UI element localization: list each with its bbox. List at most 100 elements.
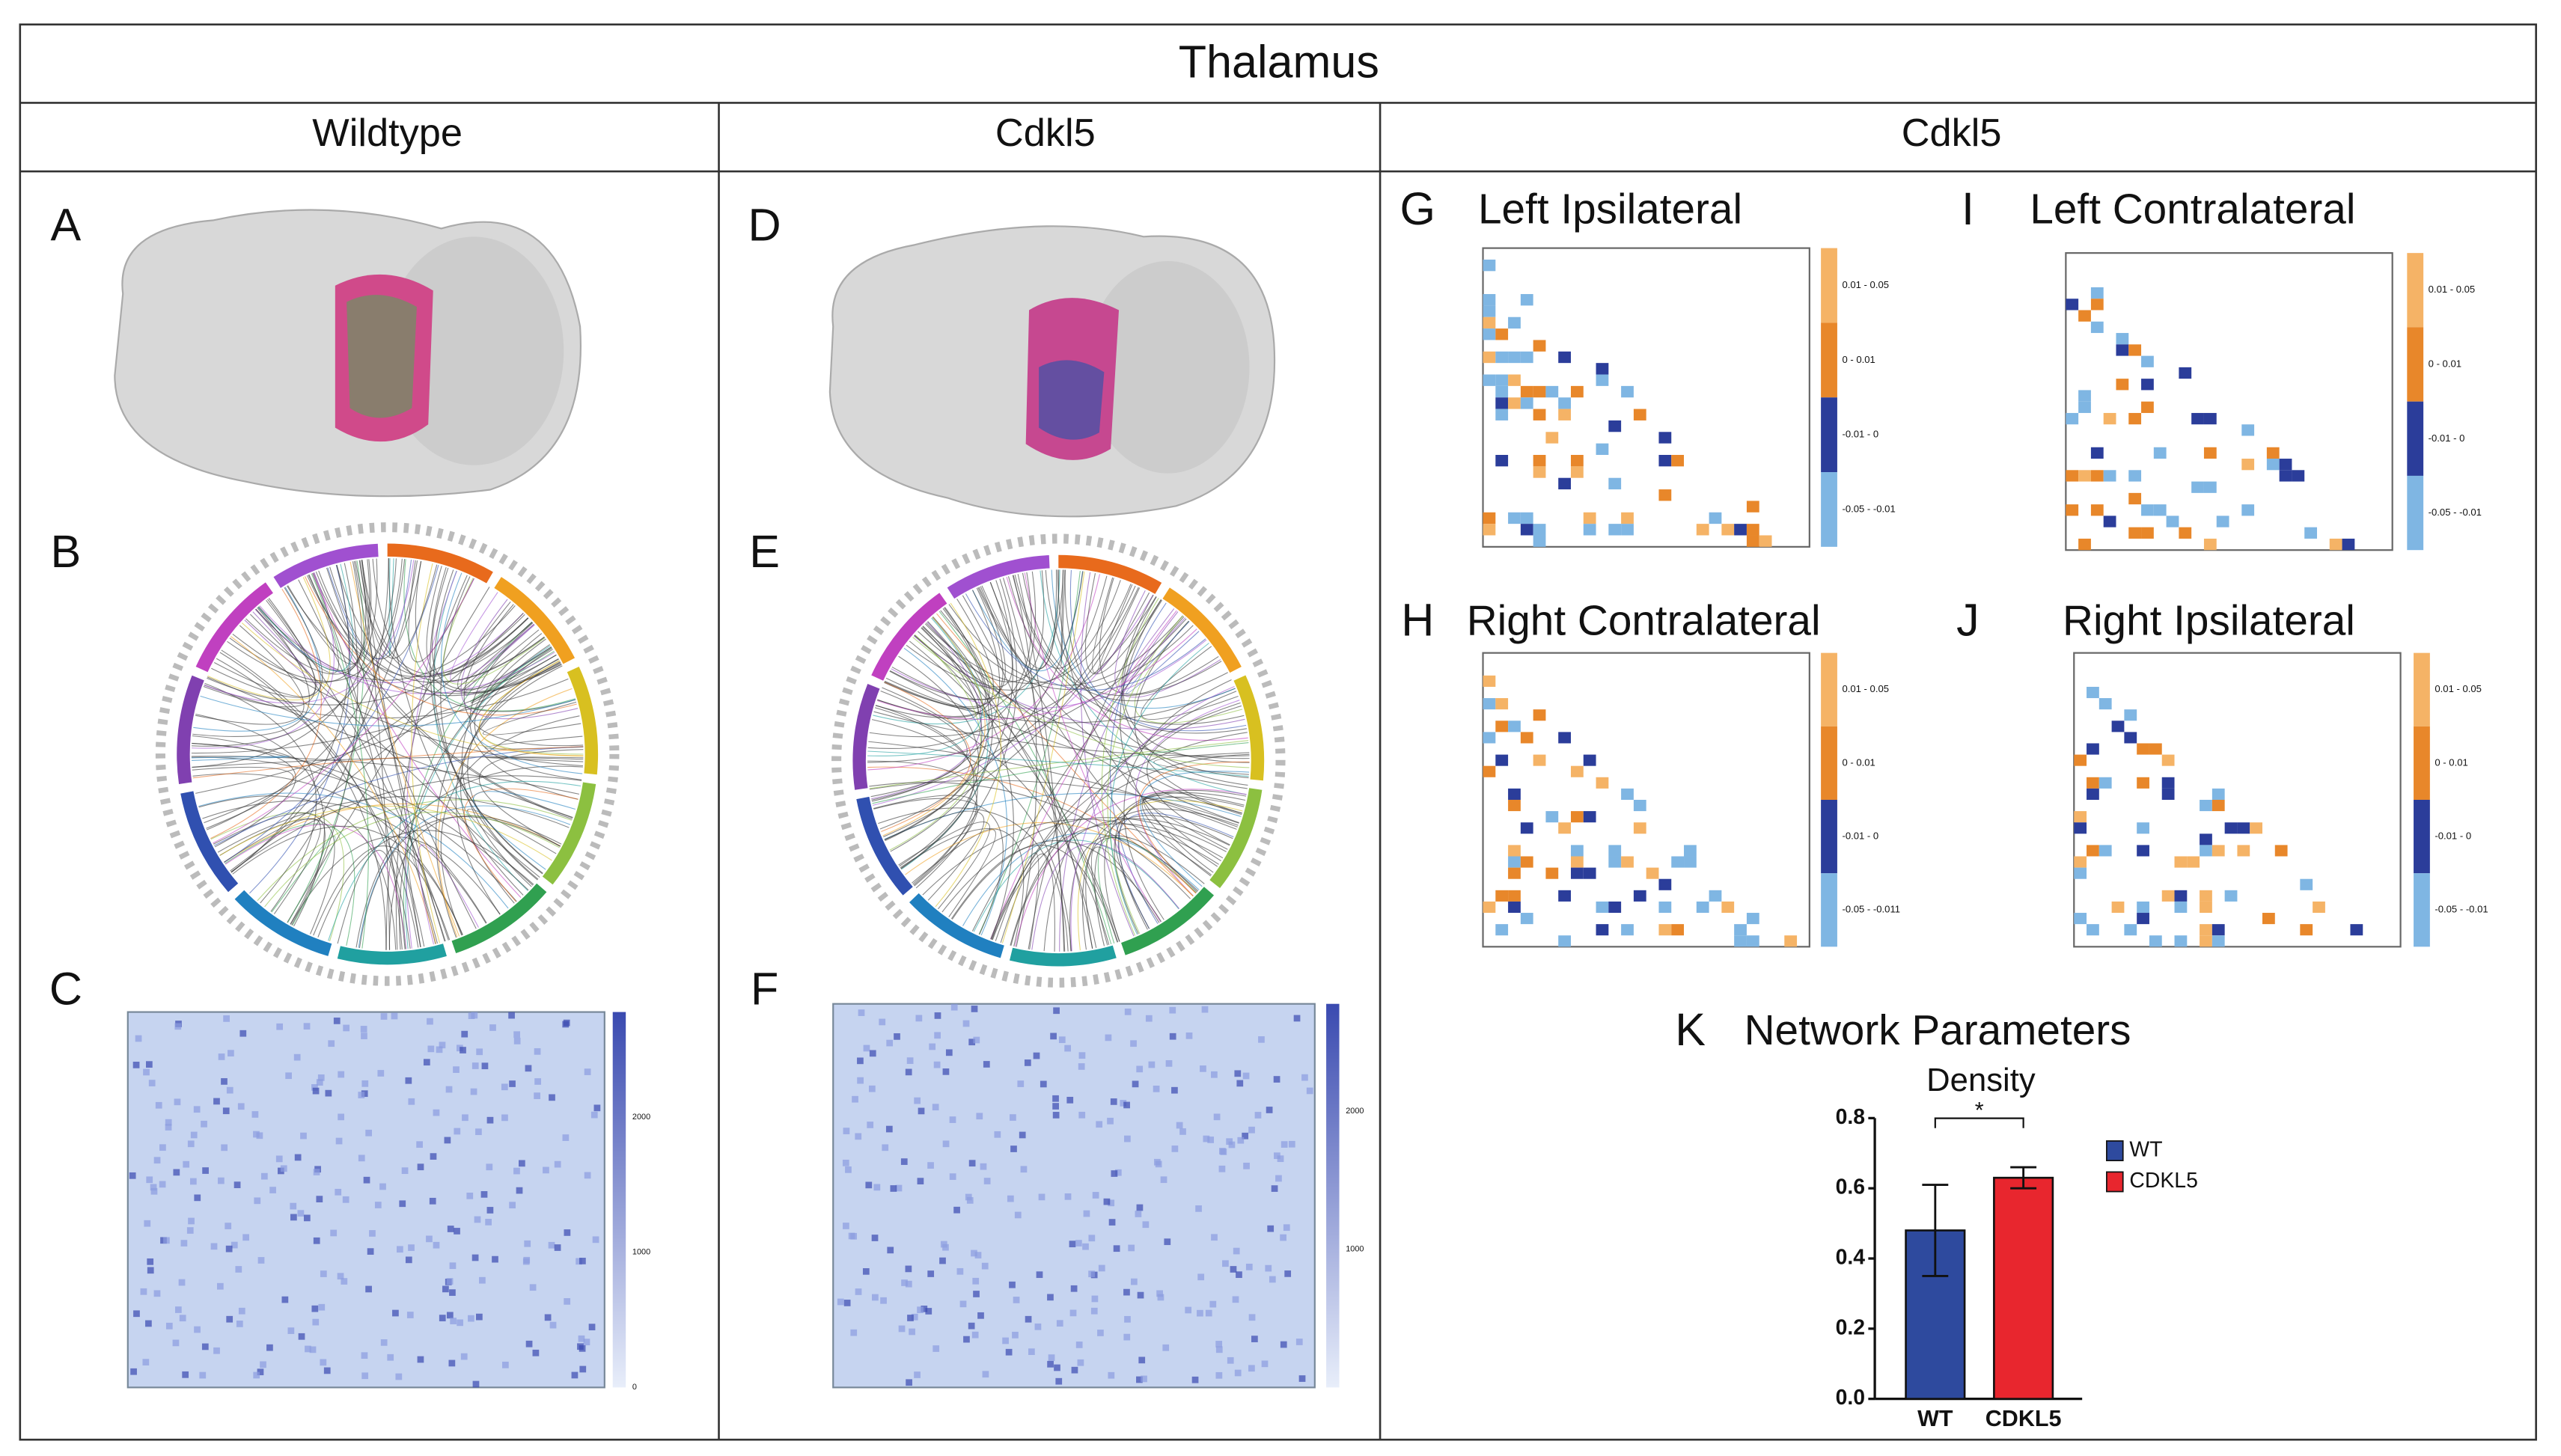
matrix-cell (367, 1248, 374, 1255)
matrix-cell (959, 1300, 967, 1308)
matrix-cell (1254, 1112, 1262, 1119)
brain-render (114, 209, 582, 498)
matrix-cell (1721, 524, 1735, 536)
matrix-cell (2090, 470, 2104, 482)
chord-link (869, 780, 1239, 824)
matrix-cell (1265, 1264, 1272, 1272)
matrix-cell (1280, 1141, 1288, 1148)
chord-link (914, 581, 1013, 688)
matrix-cell (1495, 397, 1509, 409)
x-tick-label: CDKL5 (1985, 1406, 2062, 1431)
colorbar-label: 0 - 0.01 (1842, 756, 1875, 768)
matrix-cell (554, 1160, 561, 1168)
matrix-cell (1684, 856, 1697, 868)
matrix-cell (885, 1125, 893, 1133)
colorbar-segment (2407, 475, 2424, 551)
chord-link (868, 741, 1237, 830)
chord-link (882, 617, 986, 836)
chord-link (889, 670, 1248, 789)
matrix-cell (1213, 1113, 1221, 1121)
matrix-cell (405, 1077, 412, 1084)
chord-link (936, 613, 1194, 896)
matrix-cell (225, 1223, 232, 1229)
matrix-cell (2103, 470, 2116, 482)
matrix-cell (189, 1178, 197, 1185)
colorbar-label: 2000 (632, 1113, 650, 1122)
matrix-cell (1148, 1061, 1156, 1068)
matrix-cell (470, 1088, 477, 1095)
matrix-cell (927, 1270, 935, 1277)
matrix-cell (2137, 822, 2149, 834)
matrix-cell (1123, 1288, 1130, 1296)
matrix-cell (1141, 1375, 1147, 1383)
chord-link (241, 623, 584, 757)
matrix-cell (174, 1023, 182, 1030)
matrix-cell (1533, 524, 1546, 536)
matrix-cell (966, 1197, 974, 1204)
chord-link (1017, 574, 1065, 952)
matrix-cell (2300, 878, 2313, 890)
matrix-cell (872, 1294, 879, 1301)
chord-link (889, 569, 1064, 700)
matrix-cell (1621, 924, 1634, 936)
colorbar-label: -0.05 - -0.01 (1842, 503, 1895, 514)
matrix-cell (1621, 512, 1634, 524)
chord-ring (195, 582, 273, 673)
matrix-cell (1077, 1359, 1084, 1366)
matrix-cell (148, 1080, 156, 1086)
matrix-cell (544, 1314, 552, 1321)
matrix-cell (2128, 527, 2142, 539)
matrix-cell (1197, 1273, 1205, 1281)
matrix-cell (1130, 1040, 1137, 1047)
matrix-cell (202, 1167, 209, 1174)
matrix-cell (183, 1160, 190, 1168)
chord-link (204, 682, 317, 912)
matrix-cell (1508, 890, 1521, 902)
matrix-cell (2141, 355, 2154, 367)
matrix-cell (1545, 811, 1559, 823)
matrix-cell (842, 1159, 849, 1166)
matrix-cell (142, 1359, 150, 1365)
matrix-cell (1658, 878, 1672, 890)
chord-link (191, 756, 290, 761)
chord-link (871, 590, 1001, 802)
matrix-cell (361, 1372, 369, 1380)
matrix-cell (1160, 1176, 1167, 1184)
x-tick-label: WT (1917, 1406, 1953, 1431)
matrix-frame (1482, 652, 1810, 948)
chord-link (461, 633, 543, 887)
matrix-cell (1267, 1225, 1275, 1232)
chord-link (313, 845, 451, 940)
chord-link (244, 611, 319, 686)
matrix-cell (1058, 1036, 1066, 1044)
matrix-cell (254, 1197, 261, 1205)
matrix-cell (401, 1167, 409, 1175)
matrix-cell (1136, 1065, 1144, 1073)
matrix-cell (868, 1085, 876, 1092)
matrix-cell (1671, 454, 1685, 467)
matrix-cell (408, 1098, 415, 1105)
chord-link (1126, 621, 1200, 694)
matrix-cell (1721, 901, 1735, 914)
legend-label: CDKL5 (2129, 1169, 2197, 1193)
matrix-cell (2074, 822, 2087, 834)
matrix-cell (223, 1015, 230, 1022)
matrix-cell (1570, 385, 1584, 398)
matrix-cell (879, 1018, 886, 1026)
matrix-cell (1483, 259, 1496, 272)
chord-link (483, 701, 582, 735)
matrix-cell (932, 1104, 939, 1111)
chord-ring (494, 577, 576, 664)
chord-ring (273, 543, 379, 588)
matrix-cell (423, 1059, 430, 1066)
chord-link (430, 567, 543, 874)
matrix-cell (1154, 1158, 1161, 1166)
colorbar-segment (1821, 472, 1837, 547)
matrix-cell (1088, 1235, 1096, 1242)
matrix-cell (2313, 901, 2325, 914)
matrix-cell (1052, 1112, 1060, 1119)
chord-link (1134, 620, 1242, 814)
matrix-cell (562, 1021, 570, 1028)
matrix-cell (1508, 799, 1521, 812)
matrix-cell (312, 1318, 320, 1326)
